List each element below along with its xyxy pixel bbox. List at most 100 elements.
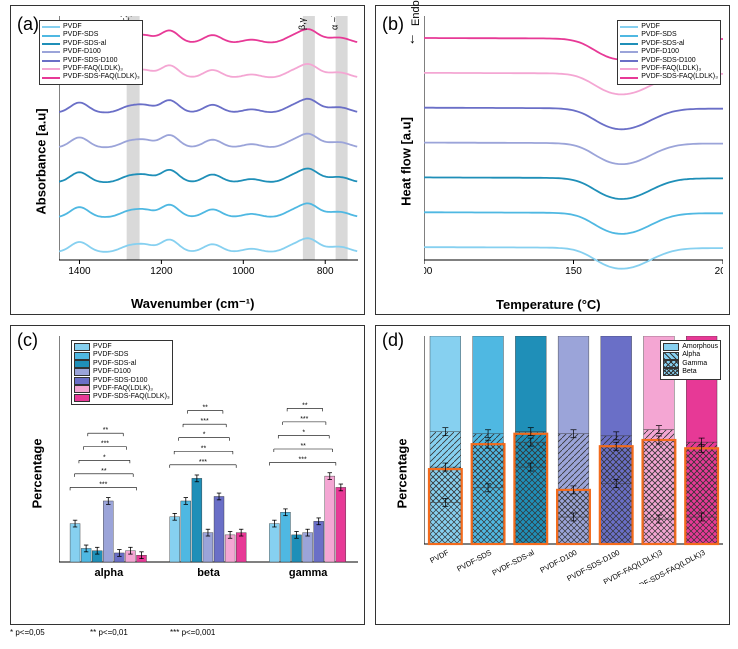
legend-item: PVDF-FAQ(LDLK)₃ — [620, 65, 718, 73]
panel-b-legend: PVDFPVDF-SDSPVDF-SDS-alPVDF-D100PVDF-SDS… — [617, 20, 721, 85]
svg-text:alpha: alpha — [94, 567, 124, 579]
svg-text:800: 800 — [317, 266, 334, 277]
svg-text:gamma: gamma — [289, 567, 328, 579]
svg-text:**: ** — [103, 427, 109, 434]
legend-label: PVDF-SDS-FAQ(LDLK)₃ — [63, 73, 140, 81]
legend-label: PVDF — [93, 343, 112, 351]
legend-item: PVDF-D100 — [74, 368, 170, 376]
panel-b-ylabel: Heat flow [a.u] — [399, 102, 414, 222]
panel-d: (d) Percentage 020406080100PVDFPVDF-SDSP… — [375, 325, 730, 625]
svg-text:1200: 1200 — [150, 266, 173, 277]
svg-text:beta: beta — [197, 567, 221, 579]
svg-text:**: ** — [201, 445, 207, 452]
pval-note-2: ** p<=0,01 — [90, 628, 128, 637]
panel-b-label: (b) — [382, 14, 404, 35]
panel-d-legend: AmorphousAlphaGammaBeta — [660, 340, 721, 380]
legend-label: Gamma — [682, 360, 707, 368]
panel-a-ylabel: Absorbance [a.u] — [34, 102, 49, 222]
panel-a-legend: PVDFPVDF-SDSPVDF-SDS-alPVDF-D100PVDF-SDS… — [39, 20, 143, 85]
svg-text:**: ** — [101, 468, 107, 475]
legend-item: PVDF-SDS-FAQ(LDLK)₃ — [620, 73, 718, 81]
svg-text:*: * — [203, 432, 206, 439]
svg-text:***: *** — [99, 481, 107, 488]
legend-label: PVDF — [63, 23, 82, 31]
legend-item: PVDF-FAQ(LDLK)₃ — [42, 65, 140, 73]
legend-item: PVDF-SDS-FAQ(LDLK)₃ — [42, 73, 140, 81]
svg-text:PVDF-SDS: PVDF-SDS — [455, 548, 493, 574]
figure-root: { "series": [ {"name": "PVDF", "color": … — [0, 0, 738, 649]
legend-item: PVDF-SDS-D100 — [620, 57, 718, 65]
svg-text:***: *** — [201, 418, 209, 425]
legend-item: PVDF-SDS-D100 — [74, 377, 170, 385]
panel-b: (b) Heat flow [a.u] Endo ↓ Temperature (… — [375, 5, 730, 315]
svg-text:β,γ ~840: β,γ ~840 — [297, 16, 307, 30]
legend-item: PVDF-SDS-al — [42, 40, 140, 48]
svg-text:**: ** — [302, 402, 308, 409]
legend-label: PVDF-D100 — [63, 48, 101, 56]
legend-item: PVDF-SDS-D100 — [42, 57, 140, 65]
panel-a-xlabel: Wavenumber (cm⁻¹) — [131, 296, 254, 312]
legend-item: PVDF-SDS — [42, 31, 140, 39]
svg-text:100: 100 — [424, 266, 433, 277]
legend-item: PVDF-SDS-FAQ(LDLK)₃ — [74, 393, 170, 401]
endo-label: Endo — [410, 0, 422, 26]
legend-item: PVDF — [74, 343, 170, 351]
panel-c: (c) Percentage 020406080100alpha********… — [10, 325, 365, 625]
legend-label: PVDF-SDS-D100 — [641, 57, 695, 65]
legend-label: PVDF-D100 — [641, 48, 679, 56]
panel-c-ylabel: Percentage — [30, 424, 45, 524]
pval-note-1: * p<=0,05 — [10, 628, 45, 637]
legend-label: Amorphous — [682, 343, 718, 351]
panel-b-xlabel: Temperature (°C) — [496, 297, 601, 312]
legend-item: PVDF-D100 — [42, 48, 140, 56]
legend-label: PVDF-SDS-al — [641, 40, 684, 48]
legend-label: PVDF-SDS — [641, 31, 676, 39]
legend-label: PVDF-FAQ(LDLK)₃ — [641, 65, 701, 73]
svg-text:PVDF-SDS-al: PVDF-SDS-al — [491, 548, 536, 578]
pval-note-3: *** p<=0,001 — [170, 628, 215, 637]
svg-text:***: *** — [199, 459, 207, 466]
svg-text:***: *** — [101, 441, 109, 448]
legend-item: Amorphous — [663, 343, 718, 351]
svg-text:150: 150 — [565, 266, 582, 277]
svg-text:**: ** — [202, 405, 208, 412]
legend-label: PVDF-SDS — [63, 31, 98, 39]
panel-d-label: (d) — [382, 330, 404, 351]
svg-text:**: ** — [300, 443, 306, 450]
legend-item: PVDF-SDS — [620, 31, 718, 39]
svg-text:1400: 1400 — [68, 266, 91, 277]
panel-d-ylabel: Percentage — [395, 424, 410, 524]
legend-label: PVDF-SDS — [93, 351, 128, 359]
legend-label: PVDF-SDS-FAQ(LDLK)₃ — [641, 73, 718, 81]
endo-arrow: ↓ — [409, 30, 416, 46]
svg-text:PVDF: PVDF — [428, 548, 450, 566]
panel-a-label: (a) — [17, 14, 39, 35]
panel-a: (a) Absorbance [a.u] Wavenumber (cm⁻¹) 1… — [10, 5, 365, 315]
legend-label: PVDF-SDS-al — [93, 360, 136, 368]
svg-text:*: * — [103, 454, 106, 461]
legend-label: PVDF-FAQ(LDLK)₃ — [63, 65, 123, 73]
legend-label: PVDF-SDS-D100 — [93, 377, 147, 385]
legend-item: PVDF — [42, 23, 140, 31]
legend-label: PVDF-SDS-D100 — [63, 57, 117, 65]
legend-item: PVDF-SDS-al — [620, 40, 718, 48]
svg-text:200: 200 — [715, 266, 723, 277]
svg-text:***: *** — [299, 457, 307, 464]
panel-c-legend: PVDFPVDF-SDSPVDF-SDS-alPVDF-D100PVDF-SDS… — [71, 340, 173, 405]
legend-item: PVDF-FAQ(LDLK)₃ — [74, 385, 170, 393]
legend-label: PVDF-D100 — [93, 368, 131, 376]
legend-label: Alpha — [682, 351, 700, 359]
svg-text:***: *** — [300, 416, 308, 423]
svg-text:*: * — [302, 429, 305, 436]
legend-item: Alpha — [663, 351, 718, 359]
legend-label: PVDF — [641, 23, 660, 31]
legend-item: PVDF-SDS — [74, 351, 170, 359]
panel-c-label: (c) — [17, 330, 38, 351]
legend-item: Beta — [663, 368, 718, 376]
legend-item: PVDF-D100 — [620, 48, 718, 56]
legend-label: Beta — [682, 368, 696, 376]
svg-text:1000: 1000 — [232, 266, 255, 277]
legend-label: PVDF-SDS-FAQ(LDLK)₃ — [93, 393, 170, 401]
legend-label: PVDF-FAQ(LDLK)₃ — [93, 385, 153, 393]
svg-text:α ~760: α ~760 — [330, 16, 340, 30]
